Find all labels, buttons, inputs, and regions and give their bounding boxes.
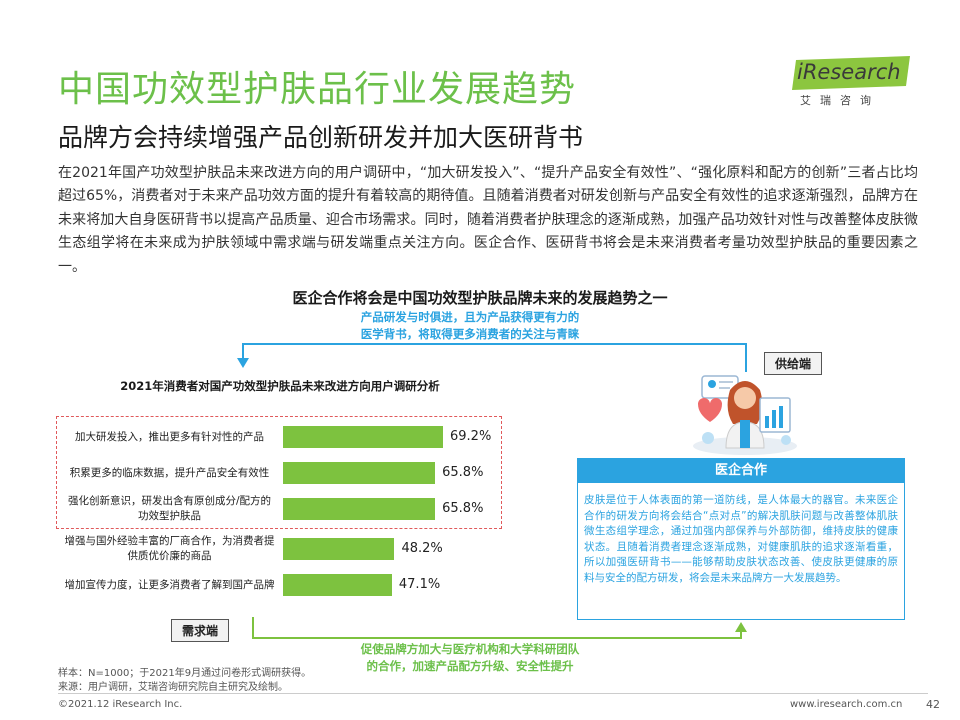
top-flow-note: 产品研发与时俱进，且为产品获得更有力的 医学背书，将取得更多消费者的关注与青睐	[320, 309, 620, 343]
demand-side-tag: 需求端	[171, 619, 230, 642]
top3-highlight-box	[56, 416, 502, 529]
top-flow-note-line1: 产品研发与时俱进，且为产品获得更有力的	[360, 310, 580, 324]
medical-enterprise-info-box: 医企合作 皮肤是位于人体表面的第一道防线，是人体最大的器官。未来医企合作的研发方…	[577, 458, 905, 620]
logo-text: iResearch	[797, 60, 901, 84]
footer-divider	[58, 693, 928, 694]
bottom-flow-note-line2: 的合作，加速产品配方升级、安全性提升	[366, 659, 574, 673]
sample-note: 样本：N=1000；于2021年9月通过问卷形式调研获得。	[58, 668, 312, 679]
page-title: 中国功效型护肤品行业发展趋势	[58, 69, 577, 110]
bottom-flow-note-line1: 促使品牌方加大与医疗机构和大学科研团队	[360, 642, 580, 656]
top-flow-note-line2: 医学背书，将取得更多消费者的关注与青睐	[360, 327, 580, 341]
page-number: 42	[926, 698, 940, 711]
info-box-title: 医企合作	[578, 459, 904, 483]
iresearch-logo	[792, 56, 910, 90]
green-arrow-head	[735, 622, 747, 632]
source-note: 来源：用户调研，艾瑞咨询研究院自主研究及绘制。	[58, 682, 288, 693]
copyright: ©2021.12 iResearch Inc.	[58, 699, 183, 710]
website: www.iresearch.com.cn	[790, 699, 903, 710]
bottom-flow-note: 促使品牌方加大与医疗机构和大学科研团队 的合作，加速产品配方升级、安全性提升	[320, 641, 620, 675]
info-box-text: 皮肤是位于人体表面的第一道防线，是人体最大的器官。未来医企合作的研发方向将会结合…	[584, 494, 898, 584]
chart-title: 2021年消费者对国产功效型护肤品未来改进方向用户调研分析	[120, 379, 440, 393]
logo-subtext: 艾瑞咨询	[800, 94, 880, 107]
green-flow-line	[252, 617, 742, 639]
blue-arrow-head	[237, 358, 249, 368]
supply-side-tag: 供给端	[764, 352, 823, 375]
diagram-heading: 医企合作将会是中国功效型护肤品牌未来的发展趋势之一	[292, 289, 668, 307]
page-subtitle: 品牌方会持续增强产品创新研发并加大医研背书	[58, 123, 584, 152]
doctor-illustration	[693, 375, 797, 455]
intro-paragraph: 在2021年国产功效型护肤品未来改进方向的用户调研中，“加大研发投入”、“提升产…	[58, 165, 918, 275]
blue-flow-line	[242, 343, 747, 372]
